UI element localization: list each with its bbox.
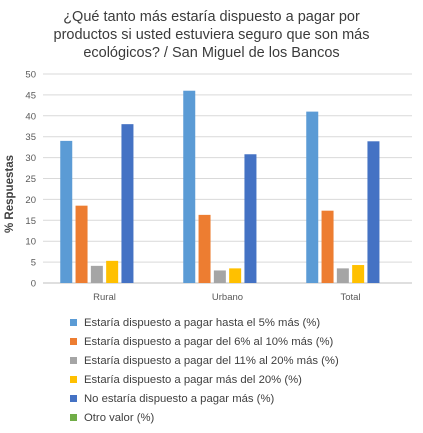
legend-item: Otro valor (%) <box>70 408 415 427</box>
gridlines <box>43 73 412 284</box>
legend-swatch <box>70 319 77 326</box>
legend-swatch <box>70 376 77 383</box>
bar-urbano-series-2 <box>198 214 211 283</box>
legend-swatch <box>70 414 77 421</box>
chart-title: ¿Qué tanto más estaría dispuesto a pagar… <box>0 8 423 62</box>
y-tick-label: 40 <box>25 111 36 122</box>
x-tick-label: Urbano <box>212 292 243 303</box>
bar-urbano-series-3 <box>213 270 226 283</box>
chart-title-line-2: productos si usted estuviera seguro que … <box>53 27 370 43</box>
bar-rural-series-2 <box>75 205 88 283</box>
bar-total-series-1 <box>306 111 319 284</box>
bar-urbano-series-4 <box>229 268 242 283</box>
y-tick-label: 30 <box>25 153 36 164</box>
y-tick-label: 45 <box>25 90 36 101</box>
chart-legend: Estaría dispuesto a pagar hasta el 5% má… <box>70 313 415 427</box>
chart-title-line-3: ecológicos? / San Miguel de los Bancos <box>83 45 340 61</box>
legend-item: No estaría dispuesto a pagar más (%) <box>70 389 415 408</box>
legend-item: Estaría dispuesto a pagar del 11% al 20%… <box>70 351 415 370</box>
bar-total-series-4 <box>352 265 365 283</box>
x-axis-ticks: Rural Urbano Total <box>93 292 360 303</box>
y-tick-label: 0 <box>31 279 36 290</box>
bars <box>60 90 380 284</box>
legend-item: Estaría dispuesto a pagar del 6% al 10% … <box>70 332 415 351</box>
y-tick-label: 20 <box>25 195 36 206</box>
legend-item: Estaría dispuesto a pagar más del 20% (%… <box>70 370 415 389</box>
legend-label: Otro valor (%) <box>84 411 155 424</box>
y-tick-label: 35 <box>25 132 36 143</box>
x-tick-label: Rural <box>93 292 116 303</box>
y-tick-label: 5 <box>31 258 36 269</box>
y-tick-label: 50 <box>25 70 36 81</box>
legend-label: Estaría dispuesto a pagar más del 20% (%… <box>84 373 302 386</box>
y-axis-ticks: 0 5 10 15 20 25 30 35 40 45 50 <box>25 70 36 290</box>
bar-rural-series-5 <box>121 124 134 283</box>
legend-swatch <box>70 338 77 345</box>
y-tick-label: 25 <box>25 174 36 185</box>
bar-total-series-5 <box>367 141 380 283</box>
y-tick-label: 15 <box>25 216 36 227</box>
bar-rural-series-4 <box>106 260 119 283</box>
bar-total-series-3 <box>336 268 349 283</box>
legend-item: Estaría dispuesto a pagar hasta el 5% má… <box>70 313 415 332</box>
legend-label: No estaría dispuesto a pagar más (%) <box>84 392 275 405</box>
legend-label: Estaría dispuesto a pagar del 11% al 20%… <box>84 354 339 367</box>
x-tick-label: Total <box>340 292 360 303</box>
bar-rural-series-3 <box>90 265 103 283</box>
y-axis-label: % Respuestas <box>4 155 16 233</box>
bar-total-series-2 <box>321 210 334 283</box>
chart-title-line-1: ¿Qué tanto más estaría dispuesto a pagar… <box>63 9 360 25</box>
legend-label: Estaría dispuesto a pagar hasta el 5% má… <box>84 316 321 329</box>
bar-urbano-series-1 <box>183 90 196 283</box>
legend-swatch <box>70 395 77 402</box>
bar-urbano-series-5 <box>244 154 257 283</box>
y-tick-label: 10 <box>25 237 36 248</box>
legend-label: Estaría dispuesto a pagar del 6% al 10% … <box>84 335 334 348</box>
bar-rural-series-1 <box>60 140 73 283</box>
legend-swatch <box>70 357 77 364</box>
